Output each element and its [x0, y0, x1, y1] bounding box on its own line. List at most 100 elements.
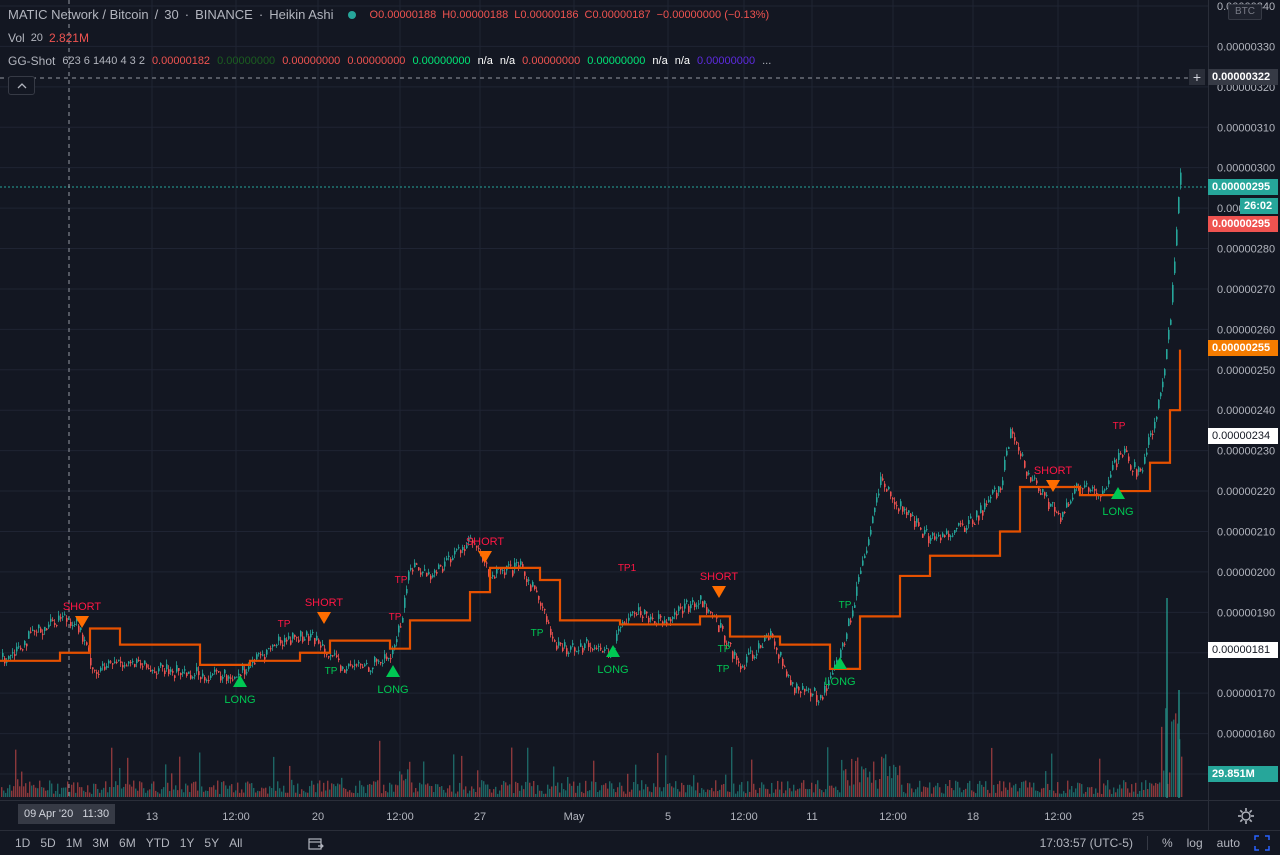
symbol-name[interactable]: MATIC Network / Bitcoin: [8, 7, 149, 22]
volume-bar: [37, 788, 39, 797]
volume-bar: [409, 761, 411, 797]
volume-bar: [481, 780, 483, 797]
candle-body: [844, 643, 846, 645]
volume-bar: [395, 784, 397, 797]
volume-bar: [843, 770, 845, 797]
candle-body: [68, 618, 70, 620]
tp-signal-label: TP: [1113, 421, 1126, 432]
volume-bar: [835, 786, 837, 797]
volume-bar: [271, 787, 273, 797]
log-toggle[interactable]: log: [1186, 836, 1203, 850]
date-range-icon[interactable]: [308, 837, 324, 851]
candle-body: [1150, 433, 1152, 436]
price-tick-label: 0.00000230: [1217, 446, 1275, 458]
candle-body: [226, 675, 228, 681]
volume-legend[interactable]: Vol 20 2.821M: [8, 31, 89, 45]
candle-body: [814, 688, 816, 691]
candle-body: [118, 659, 120, 661]
volume-bar: [767, 789, 769, 797]
candle-body: [92, 667, 94, 670]
candle-body: [930, 538, 932, 541]
auto-toggle[interactable]: auto: [1216, 836, 1240, 850]
time-axis[interactable]: 13 12:00 20 12:00 27 May 5 12:00 11 12:00 18 12:00 2…: [0, 800, 1208, 830]
candle-body: [780, 651, 782, 656]
candle-body: [20, 647, 22, 650]
interval-label[interactable]: 30: [164, 7, 179, 22]
range-button-ytd[interactable]: YTD: [145, 836, 170, 850]
volume-bar: [445, 792, 447, 797]
candle-body: [48, 624, 50, 628]
long-signal-label: LONG: [824, 676, 855, 688]
volume-bar: [803, 780, 805, 797]
range-button-all[interactable]: All: [229, 836, 243, 850]
candle-body: [534, 585, 536, 590]
range-button-5d[interactable]: 5D: [40, 836, 56, 850]
volume-bar: [185, 783, 187, 797]
candle-body: [278, 636, 280, 641]
price-axis[interactable]: 0.000003400.000003300.000003200.00000310…: [1208, 0, 1280, 800]
chart-style-label[interactable]: Heikin Ashi: [269, 7, 334, 22]
chart-pane[interactable]: SHORT SHORT SHORT SHORT SHORT LONG LONG LONG LON…: [0, 0, 1208, 800]
clock-display[interactable]: 17:03:57 (UTC-5): [1039, 836, 1133, 850]
fullscreen-icon[interactable]: [1254, 835, 1270, 851]
candle-body: [642, 616, 644, 619]
indicator-more-button[interactable]: ...: [762, 55, 772, 67]
crosshair-time-label: 09 Apr '20 11:30: [18, 804, 116, 824]
candle-body: [246, 672, 248, 674]
candle-body: [694, 603, 696, 608]
volume-label: Vol: [8, 31, 25, 45]
price-chart[interactable]: SHORT SHORT SHORT SHORT SHORT LONG LONG LONG LON…: [0, 0, 1208, 800]
volume-bar: [757, 793, 759, 797]
volume-bar: [329, 789, 331, 797]
last-price-red-tag: 0.00000295: [1208, 216, 1278, 232]
range-button-1m[interactable]: 1M: [65, 836, 83, 850]
tp-signal-label: TP1: [618, 563, 637, 574]
volume-bar: [407, 769, 409, 797]
range-button-1y[interactable]: 1Y: [179, 836, 195, 850]
candle-body: [696, 605, 698, 607]
candle-body: [632, 611, 634, 613]
candle-body: [288, 636, 290, 639]
volume-bar: [791, 791, 793, 797]
collapse-legend-button[interactable]: [8, 76, 35, 95]
volume-bar: [237, 782, 239, 797]
range-button-3m[interactable]: 3M: [92, 836, 110, 850]
range-button-6m[interactable]: 6M: [119, 836, 136, 850]
candle-body: [408, 571, 410, 581]
candle-body: [98, 673, 100, 675]
volume-bar: [399, 771, 401, 797]
candle-body: [384, 654, 386, 659]
add-alert-plus-icon[interactable]: +: [1189, 69, 1205, 85]
candle-body: [724, 635, 726, 643]
chart-settings-corner[interactable]: [1208, 800, 1280, 830]
range-button-5y[interactable]: 5Y: [204, 836, 220, 850]
volume-bar: [93, 783, 95, 797]
candle-body: [342, 666, 344, 669]
volume-bar: [41, 787, 43, 797]
candle-body: [598, 646, 600, 648]
candle-body: [380, 661, 382, 664]
candle-body: [1104, 489, 1106, 491]
volume-bar: [485, 784, 487, 797]
volume-bar: [389, 782, 391, 797]
gear-icon[interactable]: [1237, 807, 1255, 825]
currency-badge[interactable]: BTC: [1228, 4, 1262, 20]
candle-body: [234, 676, 236, 679]
volume-bar: [879, 779, 881, 797]
volume-bar: [203, 791, 205, 797]
percent-toggle[interactable]: %: [1161, 836, 1173, 850]
candle-body: [190, 675, 192, 679]
candle-body: [738, 661, 740, 663]
indicator-legend[interactable]: GG-Shot 623 6 1440 4 3 2 0.00000182 0.00…: [8, 54, 771, 68]
volume-bar: [867, 777, 869, 797]
volume-bar: [375, 781, 377, 797]
volume-bar: [415, 787, 417, 797]
volume-bar: [67, 781, 69, 797]
candle-body: [616, 633, 618, 641]
candle-body: [366, 663, 368, 665]
volume-bar: [597, 791, 599, 797]
range-button-1d[interactable]: 1D: [15, 836, 31, 850]
volume-bar: [741, 782, 743, 797]
range-button-group: 1D 5D 1M 3M 6M YTD 1Y 5Y All: [10, 831, 247, 855]
volume-bar: [75, 792, 77, 797]
